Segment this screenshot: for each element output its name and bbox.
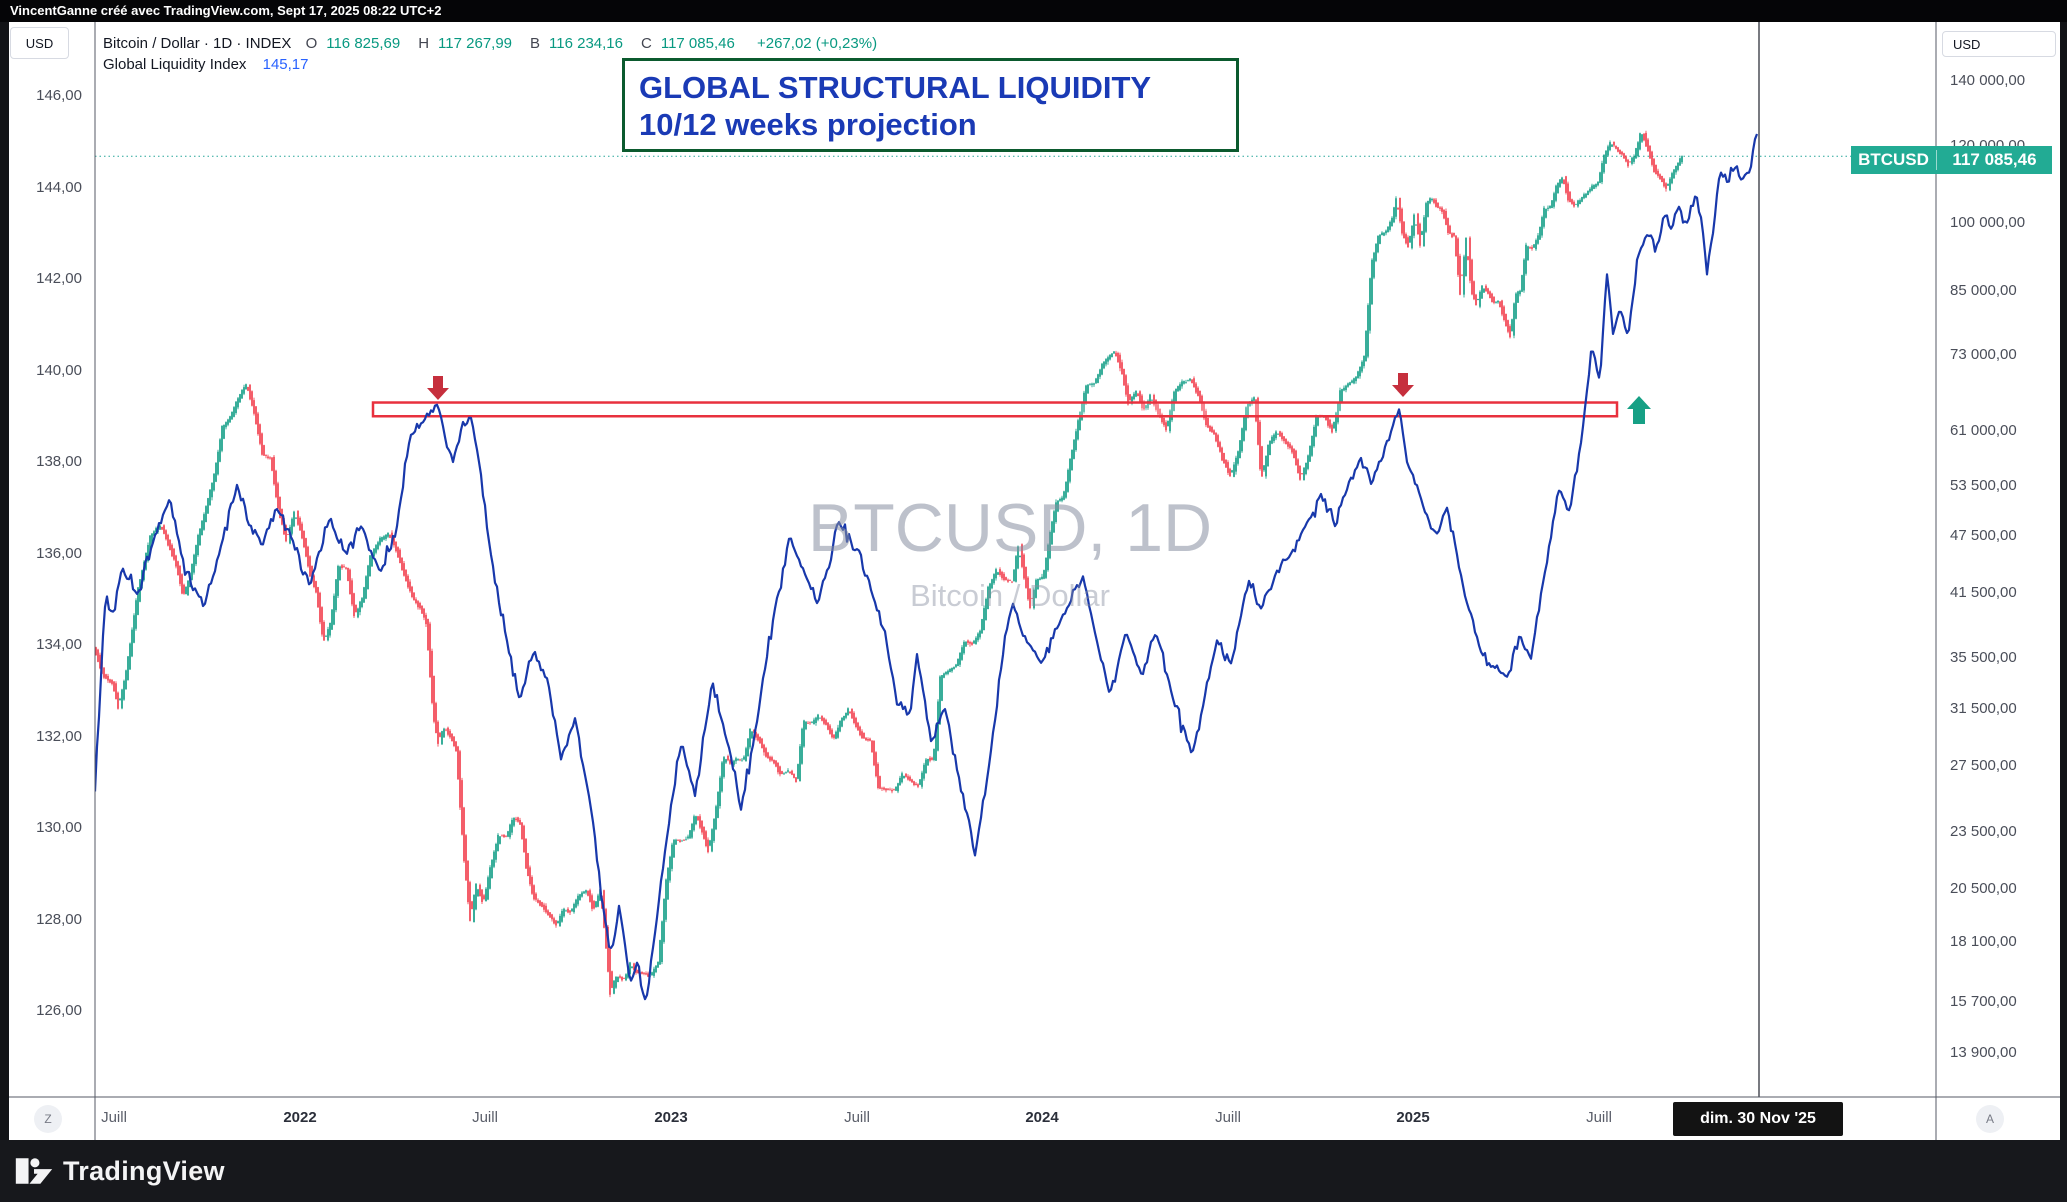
right-axis-tick-label: 61 000,00 <box>1950 421 2017 439</box>
left-axis-tick-label: 132,00 <box>36 727 82 745</box>
scroll-left-edge-label: Z <box>44 1112 52 1126</box>
projection-title-annotation[interactable]: GLOBAL STRUCTURAL LIQUIDITY 10/12 weeks … <box>622 58 1239 152</box>
last-price-badge: BTCUSD 117 085,46 <box>1851 146 2052 174</box>
right-axis-tick-label: 73 000,00 <box>1950 346 2017 364</box>
candle-path <box>119 133 1683 994</box>
time-axis-tick-label: 2024 <box>1025 1109 1059 1126</box>
time-axis-tick-label: Juill <box>472 1109 498 1126</box>
left-axis-tick-label: 130,00 <box>36 819 82 836</box>
right-axis-currency-label: USD <box>1953 36 1981 52</box>
right-axis-currency-button[interactable]: USD <box>1942 31 2056 57</box>
left-axis-tick-label: 142,00 <box>36 270 82 287</box>
legend-liquidity-label: Global Liquidity Index <box>103 56 247 73</box>
legend-ohlc-values: O 116 825,69 H 117 267,99 B 116 234,16 C 117 08… <box>306 35 753 52</box>
time-axis-tick-label: 2025 <box>1396 1109 1430 1126</box>
legend-liquidity-value: 145,17 <box>262 56 309 73</box>
projection-title-line1: GLOBAL STRUCTURAL LIQUIDITY <box>639 70 1152 105</box>
legend-ohlc-item: C 117 085,46 <box>641 35 735 52</box>
time-axis-tick-label: 2022 <box>283 1109 317 1126</box>
auto-scale-label: A <box>1985 1112 1994 1126</box>
last-price-badge-symbol: BTCUSD <box>1858 150 1929 169</box>
left-axis-tick-label: 144,00 <box>36 178 82 196</box>
left-axis-currency-button[interactable]: USD <box>10 27 69 59</box>
chart-legend: Bitcoin / Dollar · 1D · INDEX O 116 825,6… <box>103 33 877 75</box>
right-axis-tick-label: 18 100,00 <box>1950 932 2017 950</box>
left-axis-tick-label: 128,00 <box>36 910 82 928</box>
crosshair-date-label: dim. 30 Nov '25 <box>1700 1110 1816 1127</box>
time-axis-tick-label: 2023 <box>654 1109 688 1126</box>
left-axis-tick-label: 126,00 <box>36 1002 82 1019</box>
attribution-bar: VincentGanne créé avec TradingView.com, … <box>0 0 2067 22</box>
legend-ohlc-item: O 116 825,69 <box>305 35 401 52</box>
left-axis-currency-label: USD <box>25 35 54 51</box>
right-axis-tick-label: 41 500,00 <box>1950 583 2017 601</box>
tradingview-brand-text[interactable]: TradingView <box>63 1155 225 1186</box>
right-axis-tick-label: 100 000,00 <box>1950 213 2026 231</box>
time-axis-tick-label: Juill <box>1215 1109 1241 1126</box>
candle-path <box>95 132 1667 995</box>
right-axis-tick-label: 20 500,00 <box>1950 880 2017 898</box>
btcusd-candles-series <box>95 130 1683 998</box>
right-axis-tick-label: 140 000,00 <box>1950 72 2026 89</box>
right-axis-tick-label: 27 500,00 <box>1950 756 2017 774</box>
right-axis-tick-label: 15 700,00 <box>1950 992 2017 1010</box>
candle-path <box>119 132 1683 995</box>
scroll-left-edge-button[interactable]: Z <box>34 1105 62 1133</box>
right-axis-tick-label: 53 500,00 <box>1950 476 2017 494</box>
left-axis-tick-label: 136,00 <box>36 544 82 562</box>
tradingview-logo-icon[interactable] <box>14 1154 54 1188</box>
time-axis-tick-label: Juill <box>101 1109 127 1126</box>
right-axis-tick-label: 35 500,00 <box>1950 649 2017 667</box>
resistance-zone-rectangle[interactable] <box>371 401 1619 418</box>
attribution-text: VincentGanne créé avec TradingView.com, … <box>10 3 442 18</box>
right-axis-tick-label: 31 500,00 <box>1950 699 2017 717</box>
crosshair-date-badge: dim. 30 Nov '25 <box>1673 1102 1843 1136</box>
last-price-badge-value: 117 085,46 <box>1936 150 2052 170</box>
legend-liquidity-row[interactable]: Global Liquidity Index 145,17 <box>103 54 877 75</box>
auto-scale-button[interactable]: A <box>1976 1105 2004 1133</box>
legend-symbol-row[interactable]: Bitcoin / Dollar · 1D · INDEX O 116 825,6… <box>103 33 877 54</box>
green-up-arrow[interactable] <box>1627 396 1651 424</box>
red-down-arrow[interactable] <box>1392 373 1414 397</box>
right-axis-tick-label: 13 900,00 <box>1950 1044 2017 1061</box>
global-liquidity-line-series <box>95 133 1759 1001</box>
chart-shell <box>9 22 2060 1140</box>
time-axis-tick-label: Juill <box>844 1109 870 1126</box>
red-down-arrow[interactable] <box>427 376 449 400</box>
left-axis-tick-label: 138,00 <box>36 453 82 470</box>
legend-ohlc-item: B 116 234,16 <box>530 35 623 52</box>
right-axis-tick-label: 47 500,00 <box>1950 526 2017 544</box>
left-axis-tick-label: 146,00 <box>36 87 82 104</box>
projection-title-line2: 10/12 weeks projection <box>639 107 977 142</box>
legend-change-value: +267,02 (+0,23%) <box>756 35 878 52</box>
time-axis-tick-label: Juill <box>1586 1109 1612 1126</box>
liquidity-polyline <box>95 133 1759 1001</box>
right-axis-tick-label: 85 000,00 <box>1950 281 2017 299</box>
legend-ohlc-item: H 117 267,99 <box>418 35 513 52</box>
left-axis-tick-label: 140,00 <box>36 361 82 379</box>
right-axis-tick-label: 23 500,00 <box>1950 823 2017 841</box>
left-axis-tick-label: 134,00 <box>36 636 82 653</box>
footer-bar: TradingView <box>0 1140 2067 1202</box>
legend-symbol-title: Bitcoin / Dollar · 1D · INDEX <box>103 35 292 52</box>
candle-path <box>95 130 1667 998</box>
